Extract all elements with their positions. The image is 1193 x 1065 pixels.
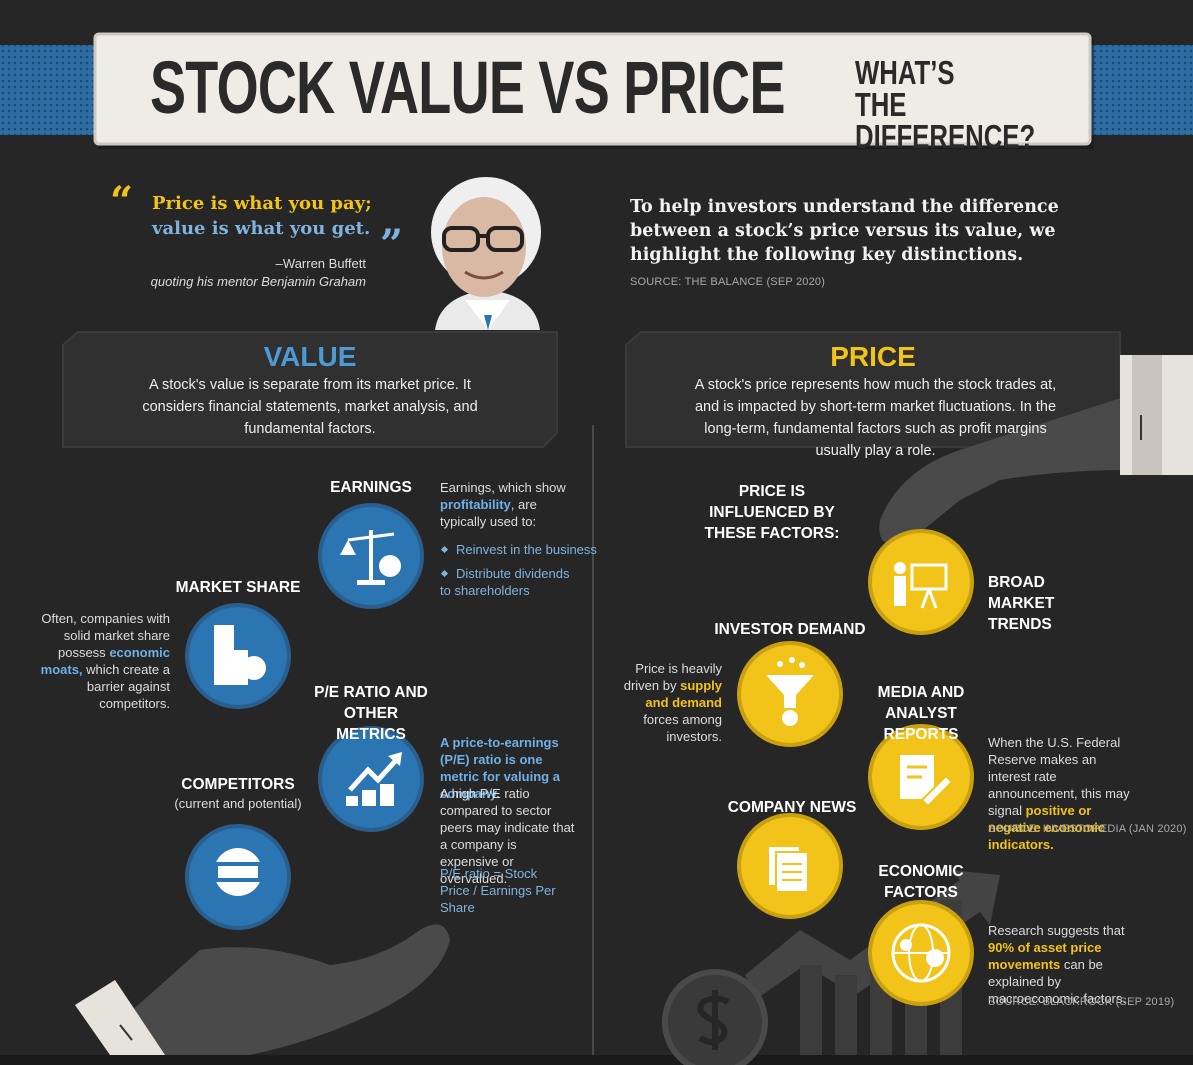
factor-label: MEDIA AND ANALYST REPORTS (877, 684, 965, 743)
competitors-icon (185, 824, 291, 930)
factor-description: When the U.S. Federal Reserve makes an i… (988, 734, 1138, 853)
source: SOURCE: BLACKROCK (SEP 2019) (988, 996, 1175, 1008)
quote-author: –Warren Buffett (275, 256, 366, 271)
highlight: economic moats, (40, 645, 170, 677)
quote-mark-close: ” (380, 221, 403, 268)
text: can be explained by macroeconomic factor… (988, 957, 1126, 1006)
factor-description: A high P/E ratio compared to sector peer… (440, 786, 575, 886)
quote-line: value is what you get. (152, 218, 371, 239)
value-heading: VALUE (263, 341, 357, 372)
factors-label: PRICE IS INFLUENCED BY THESE FACTORS: (704, 483, 840, 542)
factor-sublabel: (current and potential) (174, 796, 302, 811)
text: When the U.S. Federal Reserve makes an i… (988, 735, 1130, 818)
market-share-icon (185, 603, 291, 709)
factor-description: Research suggests that 90% of asset pric… (988, 922, 1138, 1007)
investor-demand-icon (737, 641, 843, 747)
quote-mark-open: “ (110, 178, 133, 225)
footer-strip (0, 1055, 1193, 1065)
factor-label: MARKET SHARE (175, 579, 301, 596)
factor-label: EARNINGS (330, 479, 412, 496)
value-icons (185, 503, 424, 930)
factor-label: ECONOMIC FACTORS (878, 863, 964, 901)
text: forces among investors. (643, 712, 722, 744)
economic-icon (868, 900, 974, 1006)
title: STOCK VALUE VS PRICE (150, 46, 785, 129)
highlight: profitability (440, 497, 511, 512)
formula: P/E ratio = Stock Price / Earnings Per S… (440, 866, 556, 915)
media-icon (868, 724, 974, 830)
pe-ratio-icon (318, 726, 424, 832)
text: which create a barrier against competito… (86, 662, 170, 711)
text: Earnings, which show (440, 480, 566, 495)
source: SOURCE: THE BALANCE (SEP 2020) (630, 276, 826, 288)
bullet: Reinvest in the business (440, 541, 597, 558)
highlight: 90% of asset price movements (988, 940, 1102, 972)
text: Price is heavily driven by (623, 661, 722, 693)
value-panel (62, 331, 558, 448)
factor-highlight: A price-to-earnings (P/E) ratio is one m… (440, 735, 560, 801)
intro-text: To help investors understand the differe… (630, 197, 1059, 265)
earnings-icon (318, 503, 424, 609)
text: , are typically used to: (440, 497, 537, 529)
quote-line: Price is what you pay; (152, 193, 372, 214)
subtitle: WHAT’S THE DIFFERENCE? (855, 54, 1036, 155)
title-box (93, 32, 1092, 146)
source: SOURCE: INVESTOPEDIA (JAN 2020) (988, 823, 1187, 835)
factor-label: P/E RATIO AND OTHER METRICS (314, 684, 428, 743)
bullet: Distribute dividends to shareholders (440, 566, 570, 598)
value-description: A stock's value is separate from its mar… (142, 377, 478, 437)
factor-label: BROAD MARKET TRENDS (988, 574, 1055, 633)
factor-label: COMPANY NEWS (727, 799, 857, 816)
text: Research suggests that (988, 923, 1125, 938)
left-hand (75, 924, 450, 1055)
price-description: A stock's price represents how much the … (694, 377, 1057, 459)
factor-description: Often, companies with solid market share… (20, 610, 170, 712)
highlight: supply and demand (645, 678, 722, 710)
portrait (431, 177, 541, 330)
factor-description: Earnings, which show profitability, are … (440, 479, 580, 530)
text: Often, companies with solid market share… (41, 611, 170, 660)
factor-description: Price is heavily driven by supply and de… (612, 660, 722, 745)
highlight: positive or negative economic indicators… (988, 803, 1106, 852)
broad-market-icon (868, 529, 974, 635)
quote-note: quoting his mentor Benjamin Graham (150, 274, 366, 289)
price-icons (737, 529, 974, 1006)
company-news-icon (737, 813, 843, 919)
price-heading: PRICE (830, 341, 916, 372)
factor-label: INVESTOR DEMAND (714, 621, 866, 638)
factor-label: COMPETITORS (181, 776, 295, 793)
